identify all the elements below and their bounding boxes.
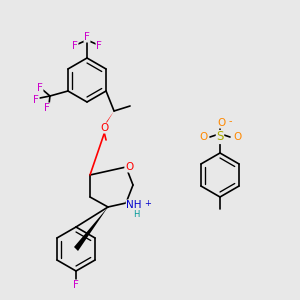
Text: F: F: [84, 32, 90, 42]
Text: F: F: [72, 41, 78, 51]
Text: +: +: [144, 200, 151, 208]
Text: O: O: [218, 118, 226, 128]
Text: F: F: [73, 280, 79, 290]
Text: F: F: [44, 103, 50, 113]
Text: F: F: [33, 95, 39, 105]
Text: O: O: [199, 132, 207, 142]
Text: H: H: [133, 210, 139, 219]
Text: O: O: [100, 123, 108, 133]
Text: O: O: [233, 132, 241, 142]
Text: S: S: [216, 130, 224, 143]
Text: NH: NH: [126, 200, 142, 210]
Text: F: F: [96, 41, 102, 51]
Polygon shape: [102, 111, 114, 128]
Text: O: O: [125, 162, 133, 172]
Text: -: -: [229, 116, 232, 126]
Text: F: F: [37, 83, 43, 93]
Polygon shape: [74, 207, 108, 251]
